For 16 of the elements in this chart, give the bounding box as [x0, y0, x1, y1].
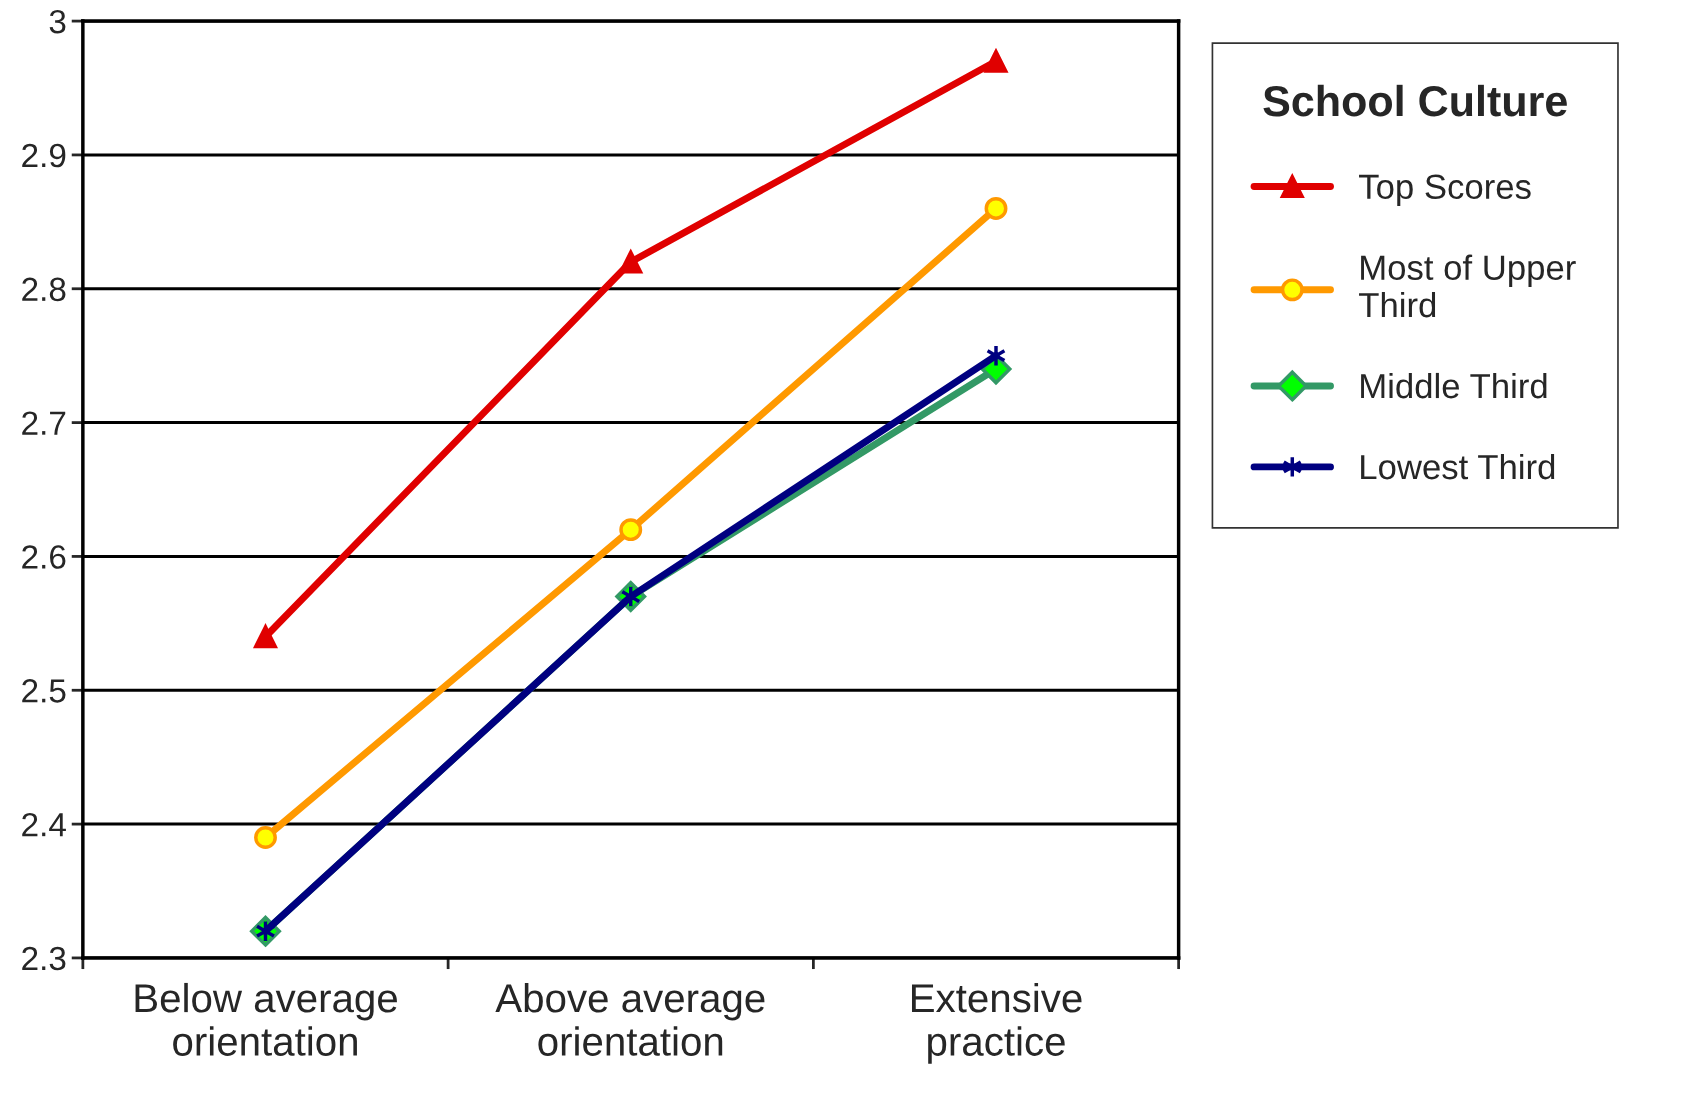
- y-tick-label: 2.7: [22, 411, 66, 435]
- y-tick-label: 2.9: [22, 143, 66, 168]
- y-tick-label: 2.4: [22, 812, 66, 837]
- legend-label: Most of Upper Third: [1359, 254, 1576, 318]
- y-tick-label: 2.8: [22, 277, 66, 302]
- x-tick-label: Extensive practice: [911, 982, 1082, 1064]
- y-tick-label: 2.5: [22, 679, 66, 703]
- x-tick-label: Below average orientation: [135, 982, 397, 1056]
- legend-title: School Culture: [1263, 84, 1567, 117]
- legend-label: Lowest Third: [1361, 453, 1555, 480]
- legend-label: Middle Third: [1361, 372, 1547, 399]
- y-tick-label: 3: [49, 9, 66, 34]
- y-tick-label: 2.6: [22, 545, 66, 569]
- legend-label: Top Scores: [1359, 174, 1531, 206]
- x-tick-label: Above average orientation: [495, 982, 765, 1056]
- y-tick-label: 2.3: [22, 946, 66, 971]
